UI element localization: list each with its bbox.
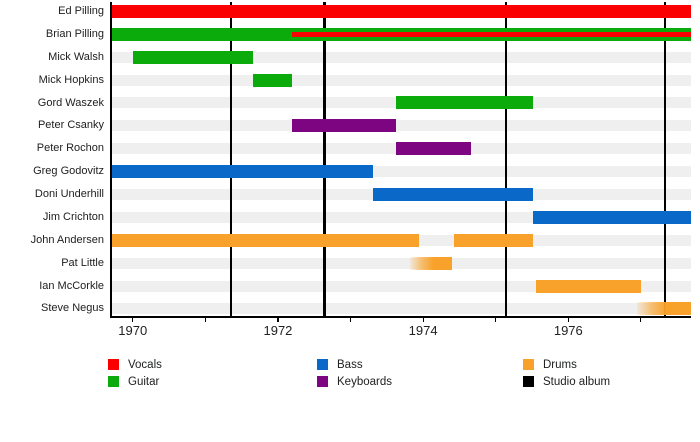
timeline-bar-guitar <box>396 96 534 110</box>
x-axis-tick <box>567 316 569 322</box>
row-band <box>111 166 691 178</box>
legend-swatch-bass <box>317 359 328 370</box>
studio-album-line <box>663 2 667 316</box>
x-axis-tick <box>640 316 642 322</box>
x-axis-tick <box>204 316 206 322</box>
timeline-bar-keyboards <box>292 119 397 133</box>
row-band <box>111 303 691 315</box>
timeline-bar-drums <box>410 256 453 270</box>
timeline-bar-bass <box>373 187 534 201</box>
legend-label: Vocals <box>128 358 162 371</box>
legend-item: Bass <box>317 358 363 371</box>
legend-swatch-studio-album <box>523 376 534 387</box>
member-label: Pat Little <box>61 256 104 269</box>
legend-label: Studio album <box>543 375 611 388</box>
timeline-bar-bass <box>533 210 691 224</box>
plot-left-border <box>110 2 112 316</box>
row-band <box>111 257 691 269</box>
member-label: Peter Csanky <box>37 119 104 132</box>
timeline-bar-drums <box>535 279 641 293</box>
x-axis-tick-label: 1974 <box>408 323 438 338</box>
timeline-bar-drums <box>453 233 534 247</box>
legend-item: Drums <box>523 358 577 371</box>
legend-swatch-vocals <box>108 359 119 370</box>
member-label: Mick Hopkins <box>38 73 104 86</box>
member-label: Greg Godovitz <box>33 165 104 178</box>
x-axis-tick-label: 1970 <box>118 323 148 338</box>
member-label: Ian McCorkle <box>39 279 104 292</box>
x-axis-tick <box>349 316 352 322</box>
x-axis-tick-label: 1976 <box>553 323 583 338</box>
timeline-bar-guitar <box>252 73 293 87</box>
legend-label: Guitar <box>128 375 160 388</box>
row-band <box>111 280 691 292</box>
x-axis-tick <box>495 316 497 322</box>
member-label: John Andersen <box>30 233 104 246</box>
legend-item: Keyboards <box>317 375 392 388</box>
x-axis-tick-label: 1972 <box>263 323 293 338</box>
legend-swatch-drums <box>523 359 534 370</box>
member-label: Peter Rochon <box>36 142 104 155</box>
row-band <box>111 51 691 63</box>
legend-swatch-keyboards <box>317 376 328 387</box>
member-label: Mick Walsh <box>48 50 104 63</box>
x-axis-line <box>110 316 691 318</box>
legend-item: Guitar <box>108 375 159 388</box>
member-label: Brian Pilling <box>45 27 104 40</box>
timeline-bar-drums <box>111 233 419 247</box>
x-axis-tick <box>132 316 134 322</box>
row-band <box>111 211 691 223</box>
legend-label: Keyboards <box>337 375 392 388</box>
row-band <box>111 120 691 132</box>
member-label: Doni Underhill <box>34 188 104 201</box>
studio-album-line <box>229 2 233 316</box>
member-label: Jim Crichton <box>42 210 104 223</box>
member-label: Steve Negus <box>41 302 104 315</box>
x-axis-tick <box>422 316 424 322</box>
legend-label: Drums <box>543 358 577 371</box>
legend-item: Studio album <box>523 375 610 388</box>
member-label: Gord Waszek <box>37 96 104 109</box>
timeline-bar-keyboards <box>396 142 472 156</box>
timeline-bar-bass <box>111 165 374 179</box>
studio-album-line <box>323 2 326 316</box>
member-label: Ed Pilling <box>58 5 104 17</box>
legend-label: Bass <box>337 358 363 371</box>
timeline-bar-guitar <box>132 50 253 64</box>
studio-album-line <box>504 2 508 316</box>
timeline-bar-vocals <box>291 31 691 37</box>
timeline-bar-drums <box>637 302 691 316</box>
row-band <box>111 74 691 86</box>
x-axis-tick <box>277 316 279 322</box>
timeline-bar-vocals <box>111 4 691 18</box>
legend-item: Vocals <box>108 358 162 371</box>
legend-swatch-guitar <box>108 376 119 387</box>
